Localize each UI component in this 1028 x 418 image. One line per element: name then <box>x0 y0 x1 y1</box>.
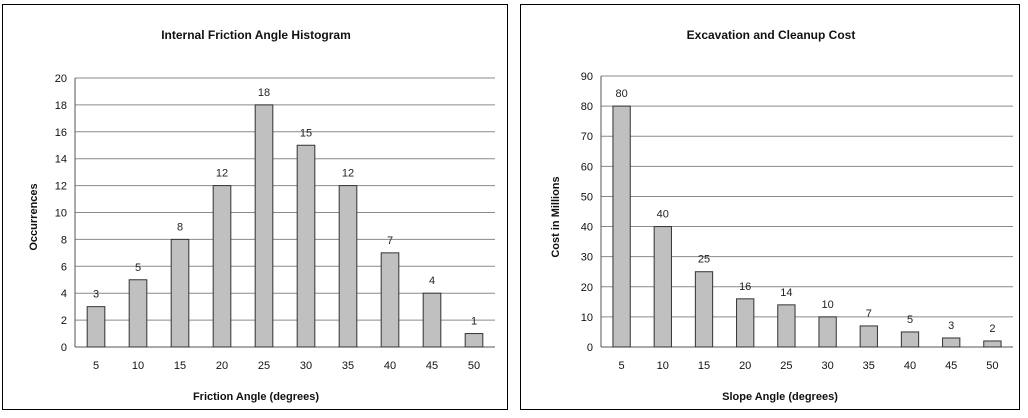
data-label: 1 <box>471 316 477 328</box>
plot-area: 0102030405060708090805401025151620142510… <box>581 71 1013 372</box>
data-label: 40 <box>657 209 669 221</box>
bar <box>942 337 961 348</box>
bar <box>464 333 484 348</box>
bar <box>338 185 358 348</box>
y-tick-label: 8 <box>61 234 67 246</box>
x-tick-label: 50 <box>986 360 998 372</box>
y-tick-label: 4 <box>61 288 67 300</box>
y-tick-label: 80 <box>581 101 593 113</box>
y-tick-label: 90 <box>581 71 593 83</box>
x-tick-label: 25 <box>258 360 270 372</box>
y-axis-label: Cost in Millions <box>550 176 562 257</box>
data-label: 10 <box>821 299 833 311</box>
chart-title: Internal Friction Angle Histogram <box>161 28 351 42</box>
y-tick-label: 10 <box>581 312 593 324</box>
data-label: 5 <box>907 314 913 326</box>
y-tick-label: 14 <box>55 154 67 166</box>
x-tick-label: 45 <box>426 360 438 372</box>
bar <box>818 316 837 348</box>
bar <box>422 292 442 348</box>
y-tick-label: 18 <box>55 100 67 112</box>
y-axis-label: Occurrences <box>28 183 40 250</box>
x-tick-label: 30 <box>300 360 312 372</box>
x-tick-label: 25 <box>780 360 792 372</box>
x-tick-label: 35 <box>342 360 354 372</box>
x-axis-label: Friction Angle (degrees) <box>193 391 319 403</box>
bar <box>859 325 878 348</box>
x-tick-label: 20 <box>216 360 228 372</box>
x-tick-label: 30 <box>821 360 833 372</box>
data-label: 80 <box>615 88 627 100</box>
y-tick-label: 70 <box>581 131 593 143</box>
y-tick-label: 2 <box>61 315 67 327</box>
bar <box>170 238 190 348</box>
data-label: 3 <box>93 289 99 301</box>
bar <box>128 279 148 348</box>
x-tick-label: 35 <box>863 360 875 372</box>
x-tick-label: 45 <box>945 360 957 372</box>
y-tick-label: 10 <box>55 208 67 220</box>
data-label: 16 <box>739 281 751 293</box>
y-tick-label: 30 <box>581 252 593 264</box>
data-label: 7 <box>866 308 872 320</box>
friction-angle-histogram: Internal Friction Angle Histogram Fricti… <box>28 28 495 403</box>
data-label: 15 <box>300 127 312 139</box>
x-tick-label: 40 <box>904 360 916 372</box>
data-label: 4 <box>429 275 435 287</box>
bar <box>653 226 672 348</box>
bar <box>296 144 316 348</box>
friction-angle-chart-panel: Internal Friction Angle Histogram Fricti… <box>2 4 508 410</box>
bar <box>900 331 920 348</box>
data-label: 8 <box>177 221 183 233</box>
x-tick-label: 20 <box>739 360 751 372</box>
bar <box>736 298 755 348</box>
y-tick-label: 0 <box>587 342 593 354</box>
data-label: 2 <box>989 323 995 335</box>
data-label: 14 <box>780 287 792 299</box>
data-label: 7 <box>387 235 393 247</box>
y-tick-label: 16 <box>55 127 67 139</box>
bar <box>254 104 274 348</box>
excavation-cost-chart-panel: Excavation and Cleanup Cost Slope Angle … <box>520 4 1020 410</box>
x-tick-label: 5 <box>619 360 625 372</box>
x-tick-label: 15 <box>174 360 186 372</box>
y-tick-label: 40 <box>581 222 593 234</box>
bar <box>212 185 232 348</box>
x-axis-label: Slope Angle (degrees) <box>722 391 838 403</box>
y-tick-label: 20 <box>55 73 67 85</box>
data-label: 5 <box>135 262 141 274</box>
data-label: 3 <box>948 320 954 332</box>
x-tick-label: 40 <box>384 360 396 372</box>
data-label: 12 <box>342 168 354 180</box>
bar <box>380 252 400 348</box>
x-tick-label: 50 <box>468 360 480 372</box>
y-tick-label: 12 <box>55 181 67 193</box>
y-tick-label: 60 <box>581 161 593 173</box>
data-label: 12 <box>216 168 228 180</box>
x-tick-label: 5 <box>93 360 99 372</box>
data-label: 25 <box>698 254 710 266</box>
bar <box>694 271 714 348</box>
y-tick-label: 50 <box>581 191 593 203</box>
x-tick-label: 10 <box>657 360 669 372</box>
y-tick-label: 6 <box>61 261 67 273</box>
bar <box>983 340 1002 348</box>
y-tick-label: 0 <box>61 342 67 354</box>
x-tick-label: 15 <box>698 360 710 372</box>
x-tick-label: 10 <box>132 360 144 372</box>
bar <box>777 304 796 348</box>
data-label: 18 <box>258 87 270 99</box>
chart-title: Excavation and Cleanup Cost <box>687 28 856 42</box>
bar <box>612 105 631 348</box>
y-tick-label: 20 <box>581 282 593 294</box>
plot-area: 0246810121416182035510815122018251530123… <box>55 73 495 372</box>
bar <box>86 306 106 348</box>
excavation-cost-chart: Excavation and Cleanup Cost Slope Angle … <box>550 28 1013 403</box>
